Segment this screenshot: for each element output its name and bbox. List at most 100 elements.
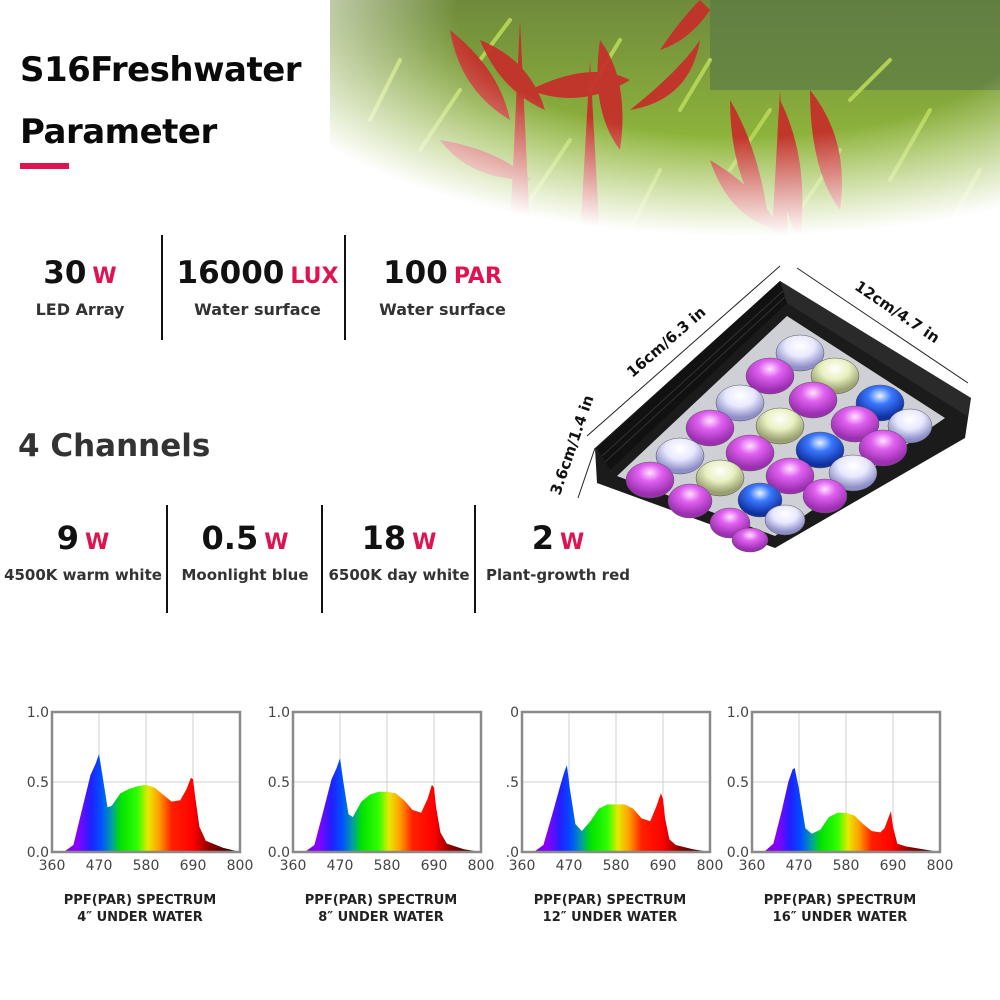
svg-text:.0: .0 xyxy=(506,845,519,861)
svg-text:1.0: 1.0 xyxy=(27,705,49,721)
svg-text:0.0: 0.0 xyxy=(268,845,290,861)
svg-text:580: 580 xyxy=(133,858,160,874)
svg-text:800: 800 xyxy=(227,858,254,874)
spec-power: 30 W LED Array xyxy=(10,235,150,340)
channel-label: Moonlight blue xyxy=(181,566,309,584)
page-title-line-2: Parameter xyxy=(20,112,217,152)
svg-text:360: 360 xyxy=(509,858,536,874)
svg-text:580: 580 xyxy=(603,858,630,874)
spec-lux: 16000 LUX Water surface xyxy=(170,235,345,340)
divider xyxy=(344,235,346,340)
chart-subtitle: 8″ UNDER WATER xyxy=(318,910,444,925)
chart-title: PPF(PAR) SPECTRUM xyxy=(533,893,687,908)
svg-text:470: 470 xyxy=(327,858,354,874)
channel-value: 18 xyxy=(361,519,407,557)
svg-text:690: 690 xyxy=(880,858,907,874)
channel-label: Plant-growth red xyxy=(485,566,630,584)
svg-text:470: 470 xyxy=(86,858,113,874)
spectrum-area xyxy=(52,754,240,852)
spectrum-plot: 0.0 0.5 1.0 360 470 580 690 800 xyxy=(268,705,495,874)
chart-title: PPF(PAR) SPECTRUM xyxy=(763,893,917,908)
title-accent-bar xyxy=(20,163,69,169)
svg-text:360: 360 xyxy=(739,858,766,874)
spectrum-area xyxy=(293,758,481,852)
chart-caption: PPF(PAR) SPECTRUM 16″ UNDER WATER xyxy=(730,892,950,926)
svg-text:0.0: 0.0 xyxy=(727,845,749,861)
channel-moonlight-blue: 0.5 W Moonlight blue xyxy=(170,505,320,613)
chart-subtitle: 12″ UNDER WATER xyxy=(542,910,678,925)
svg-text:.5: .5 xyxy=(506,775,519,791)
spec-unit: LUX xyxy=(290,264,339,289)
channel-label: 4500K warm white xyxy=(4,566,162,584)
svg-text:0.5: 0.5 xyxy=(27,775,49,791)
spectrum-chart-4in: 0.0 0.5 1.0 360 470 580 690 800 PPF(PAR) SPECTR… xyxy=(0,700,254,930)
chart-caption: PPF(PAR) SPECTRUM 4″ UNDER WATER xyxy=(30,892,250,926)
channel-day-white: 18 W 6500K day white xyxy=(324,505,474,613)
chart-title: PPF(PAR) SPECTRUM xyxy=(304,893,458,908)
channel-unit: W xyxy=(264,530,289,555)
dimension-line-width xyxy=(796,267,969,384)
spec-label: Water surface xyxy=(194,300,321,319)
divider xyxy=(321,505,323,613)
spec-unit: W xyxy=(92,264,117,289)
svg-text:470: 470 xyxy=(556,858,583,874)
channel-unit: W xyxy=(84,530,110,555)
chart-title: PPF(PAR) SPECTRUM xyxy=(63,893,217,908)
spectrum-chart-16in: 0.0 0.5 1.0 360 470 580 690 800 PPF(PAR) SPECTR… xyxy=(700,700,954,930)
spec-value: 100 xyxy=(383,255,448,291)
spectrum-chart-8in: 0.0 0.5 1.0 360 470 580 690 800 PPF(PAR) SPECTR… xyxy=(241,700,495,930)
spectrum-plot: 0.0 0.5 1.0 360 470 580 690 800 xyxy=(27,705,254,874)
dimension-line-height xyxy=(577,447,596,499)
svg-text:0: 0 xyxy=(510,705,519,721)
channel-label: 6500K day white xyxy=(328,566,470,584)
spectrum-plot: 0.0 0.5 1.0 360 470 580 690 800 xyxy=(727,705,954,874)
spec-value: 16000 xyxy=(176,255,285,291)
chart-subtitle: 4″ UNDER WATER xyxy=(77,910,203,925)
svg-text:580: 580 xyxy=(833,858,860,874)
svg-text:470: 470 xyxy=(786,858,813,874)
spectrum-area xyxy=(522,765,710,852)
svg-text:1.0: 1.0 xyxy=(268,705,290,721)
spec-label: LED Array xyxy=(35,300,125,319)
spec-par: 100 PAR Water surface xyxy=(355,235,530,340)
svg-text:0.5: 0.5 xyxy=(268,775,290,791)
page-title-line-1: S16Freshwater xyxy=(20,50,302,90)
svg-text:580: 580 xyxy=(374,858,401,874)
svg-text:690: 690 xyxy=(421,858,448,874)
chart-caption: PPF(PAR) SPECTRUM 12″ UNDER WATER xyxy=(500,892,720,926)
channels-heading: 4 Channels xyxy=(18,428,211,464)
aquarium-plant-photo xyxy=(330,0,1000,285)
divider xyxy=(166,505,168,613)
svg-text:360: 360 xyxy=(39,858,66,874)
chart-caption: PPF(PAR) SPECTRUM 8″ UNDER WATER xyxy=(271,892,491,926)
spectrum-chart-12in: .0 .5 0 360 470 580 690 800 PPF(PAR) SPECTRUM 1… xyxy=(470,700,724,930)
spec-label: Water surface xyxy=(379,300,506,319)
spec-value: 30 xyxy=(43,255,87,291)
channel-value: 2 xyxy=(531,519,554,557)
svg-text:0.0: 0.0 xyxy=(27,845,49,861)
led-fixture-image: 16cm/6.3 in 12cm/4.7 in 3.6cm/1.4 in xyxy=(535,258,995,558)
svg-text:1.0: 1.0 xyxy=(727,705,749,721)
divider xyxy=(474,505,476,613)
divider xyxy=(161,235,163,340)
channel-unit: W xyxy=(559,530,585,555)
svg-text:800: 800 xyxy=(697,858,724,874)
channel-value: 0.5 xyxy=(201,519,259,557)
spectrum-plot: .0 .5 0 360 470 580 690 800 xyxy=(506,705,724,874)
svg-text:690: 690 xyxy=(180,858,207,874)
spec-unit: PAR xyxy=(453,264,502,289)
svg-text:0.5: 0.5 xyxy=(727,775,749,791)
spectrum-area xyxy=(752,768,940,852)
channel-value: 9 xyxy=(56,519,79,557)
chart-subtitle: 16″ UNDER WATER xyxy=(772,910,908,925)
dimension-line-length xyxy=(586,265,781,437)
channel-unit: W xyxy=(412,530,437,555)
svg-text:800: 800 xyxy=(927,858,954,874)
spec-row: 30 W LED Array 16000 LUX Water surface 100… xyxy=(0,235,520,340)
svg-text:800: 800 xyxy=(468,858,495,874)
svg-text:690: 690 xyxy=(650,858,677,874)
svg-text:360: 360 xyxy=(280,858,307,874)
